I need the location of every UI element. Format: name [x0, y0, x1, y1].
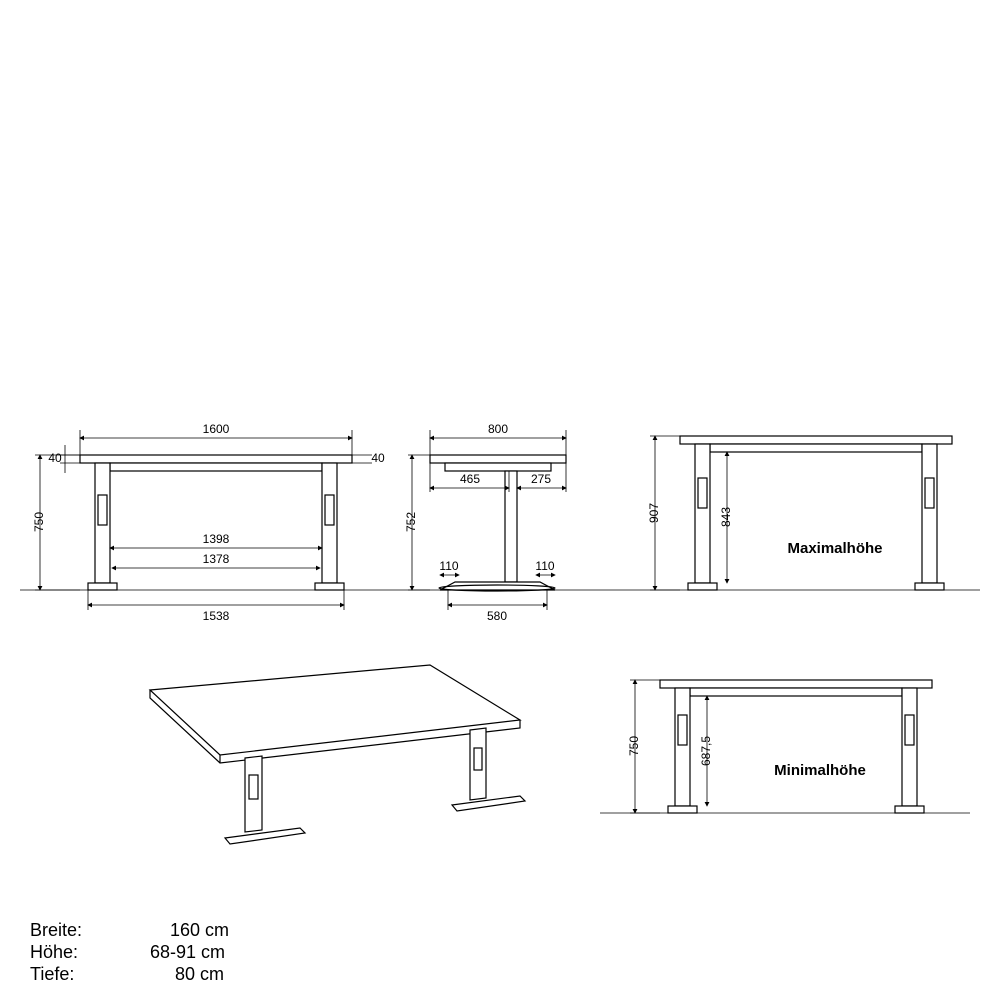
spec-height-label: Höhe:: [30, 942, 78, 963]
perspective-view: [150, 665, 525, 844]
dim-front-base: 1538: [203, 609, 230, 623]
dim-front-inner1: 1398: [203, 532, 230, 546]
dim-side-seg2: 275: [531, 472, 551, 486]
min-height-label: Minimalhöhe: [774, 762, 866, 779]
max-height-label: Maximalhöhe: [787, 540, 882, 557]
dim-side-height: 752: [404, 512, 418, 532]
dim-front-inner2: 1378: [203, 552, 230, 566]
dim-side-seg1: 465: [460, 472, 480, 486]
spec-depth-value: 80 cm: [175, 964, 224, 985]
dim-side-width: 800: [488, 422, 508, 436]
svg-text:40: 40: [371, 451, 385, 465]
dim-front-thickness: 40: [48, 451, 62, 465]
dim-min-inner: 687,5: [699, 736, 713, 766]
spec-width-label: Breite:: [30, 920, 82, 941]
dim-max-outer: 907: [647, 503, 661, 523]
min-height-view: 750 687,5 Minimalhöhe: [600, 680, 970, 813]
dim-front-width: 1600: [203, 422, 230, 436]
dim-side-foot-left: 110: [439, 559, 458, 573]
max-height-view: 907 843 Maximalhöhe: [647, 436, 952, 590]
spec-depth-label: Tiefe:: [30, 964, 74, 985]
dim-side-foot-span: 580: [487, 609, 507, 623]
dim-min-outer: 750: [627, 736, 641, 756]
side-view: 800 465 275 752 110 110 580: [404, 422, 566, 623]
dim-max-inner: 843: [719, 507, 733, 527]
spec-height-value: 68-91 cm: [150, 942, 225, 963]
dim-front-height: 750: [32, 512, 46, 532]
spec-width-value: 160 cm: [170, 920, 229, 941]
dim-side-foot-right: 110: [535, 559, 554, 573]
front-view: 1600 40 40 750 1398 1378 1538: [32, 422, 385, 623]
